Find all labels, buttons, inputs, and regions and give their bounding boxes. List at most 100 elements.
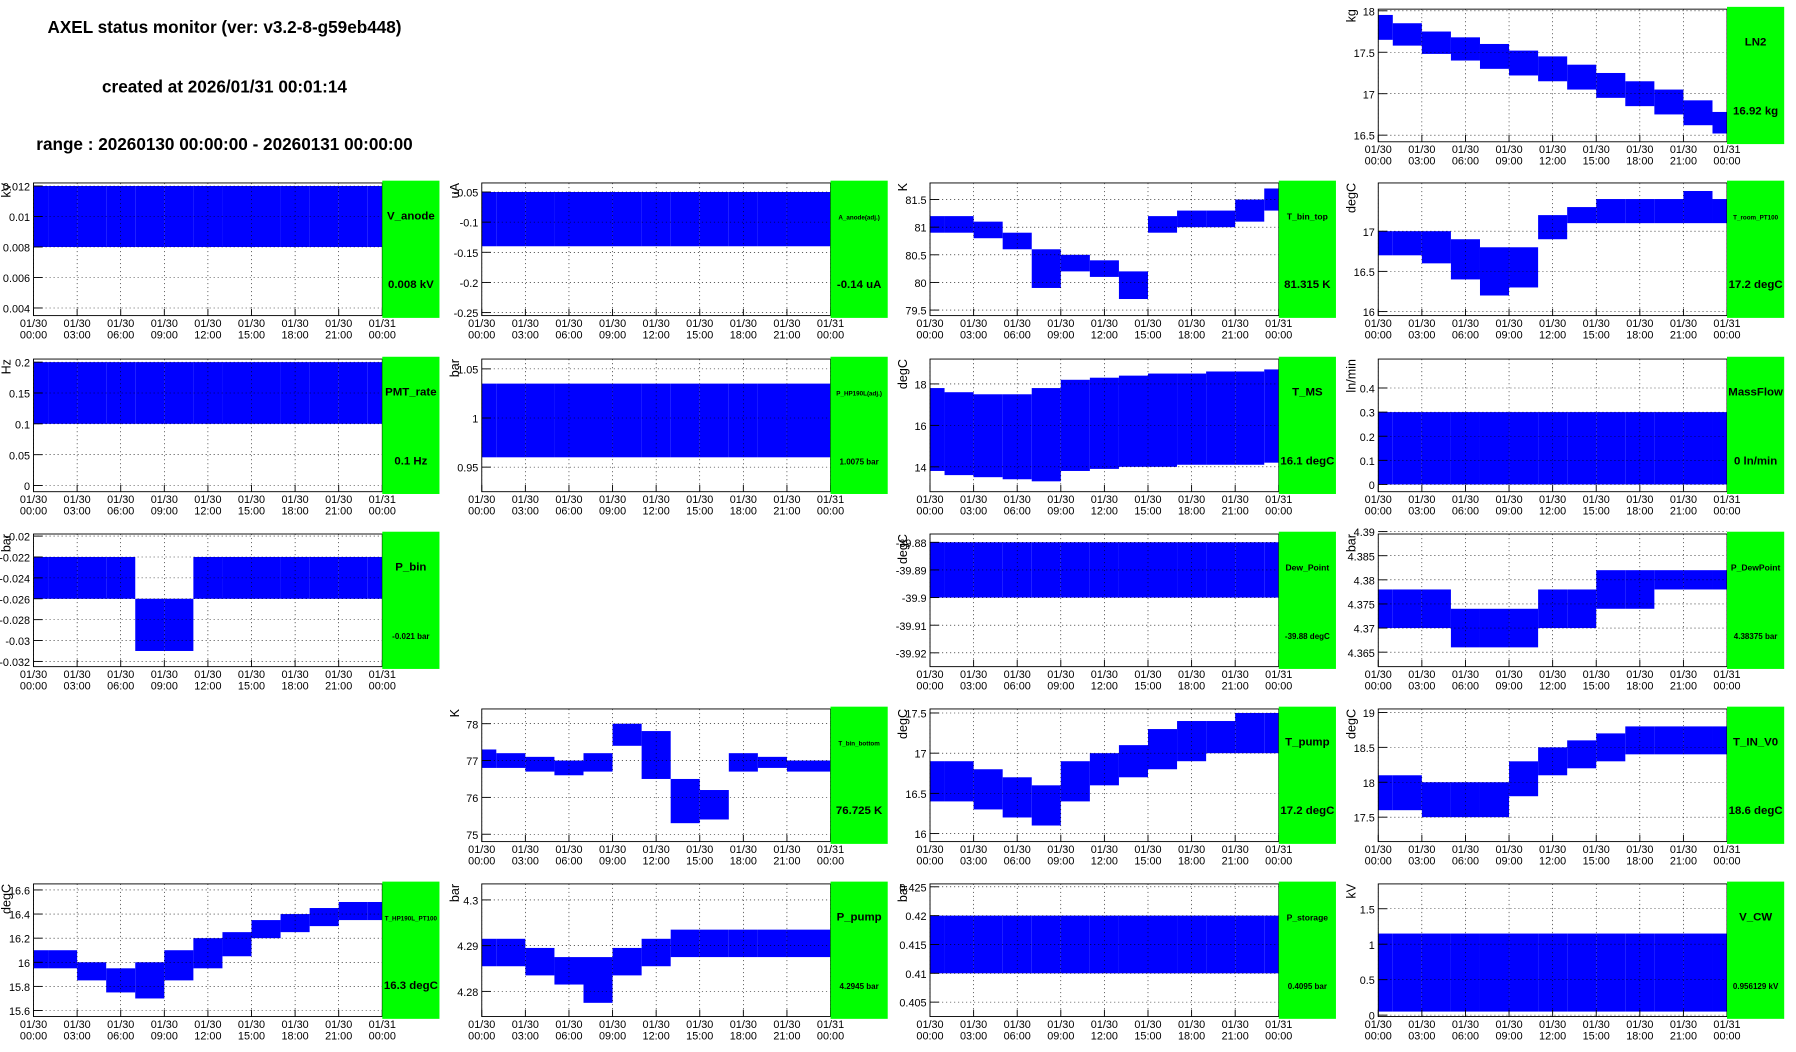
status-name: V_anode: [387, 211, 435, 223]
y-tick-label: -0.2: [460, 278, 479, 290]
status-box: [830, 706, 888, 844]
y-tick-label: 0.4: [1360, 384, 1375, 396]
data-band: [1264, 542, 1279, 598]
data-band: [164, 186, 194, 247]
status-value: -0.021 bar: [392, 632, 429, 641]
y-tick-label: 16.6: [9, 886, 30, 898]
x-tick-label: 01/30 15:00: [1583, 494, 1610, 517]
x-tick-label: 01/30 06:00: [555, 844, 582, 867]
data-band: [280, 556, 310, 599]
data-band: [1712, 199, 1728, 224]
y-tick-label: 0.42: [905, 911, 926, 923]
data-band: [1378, 231, 1393, 256]
y-tick-label: 0.1: [15, 419, 30, 431]
y-tick-label: 16: [18, 958, 30, 970]
data-band: [699, 790, 729, 820]
status-name: T_MS: [1292, 387, 1323, 399]
x-tick-label: 01/30 03:00: [64, 1019, 91, 1042]
data-band: [1264, 188, 1279, 211]
data-band: [496, 192, 526, 247]
data-band: [481, 749, 497, 768]
data-band: [1118, 915, 1148, 974]
panel: 16 16.5 17 01/30 00:00 01/30 03:00 01/30 06:00 01…: [1344, 180, 1785, 341]
x-tick-label: 01/30 00:00: [468, 318, 495, 341]
x-tick-label: 01/30 09:00: [599, 318, 626, 341]
x-tick-label: 01/30 00:00: [468, 1019, 495, 1042]
data-band: [1118, 375, 1148, 467]
panel: -0.032 -0.03 -0.028 -0.026 -0.024 -0.022 -0.02…: [0, 532, 440, 693]
data-band: [135, 598, 165, 651]
x-tick-label: 01/30 15:00: [1134, 1019, 1161, 1042]
status-value: 0.956129 kV: [1733, 982, 1779, 991]
data-band: [222, 186, 252, 247]
data-band: [670, 192, 700, 247]
status-value: 4.38375 bar: [1734, 632, 1778, 641]
y-axis-label: kV: [1344, 883, 1358, 898]
x-tick-label: 01/30 06:00: [555, 318, 582, 341]
data-band: [1509, 761, 1539, 797]
y-tick-label: 0.1: [1360, 456, 1375, 468]
x-tick-label: 01/30 15:00: [238, 318, 265, 341]
data-band: [481, 938, 497, 967]
data-band: [367, 186, 383, 247]
x-tick-label: 01/30 00:00: [916, 494, 943, 517]
data-band: [1654, 89, 1684, 115]
x-tick-label: 01/30 00:00: [916, 844, 943, 867]
y-tick-label: 0.5: [1360, 975, 1375, 987]
y-axis-label: ln/min: [1344, 359, 1358, 393]
data-band: [280, 186, 310, 247]
x-tick-label: 01/30 03:00: [1408, 318, 1435, 341]
data-band: [930, 216, 945, 233]
x-tick-label: 01/31 00:00: [1265, 669, 1292, 692]
panel: 4.365 4.37 4.375 4.38 4.385 4.39 01/30 00:00 01/…: [1344, 527, 1785, 693]
x-tick-label: 01/30 21:00: [325, 494, 352, 517]
x-tick-label: 01/31 00:00: [1713, 494, 1740, 517]
data-band: [816, 192, 831, 247]
x-tick-label: 01/30 03:00: [512, 1019, 539, 1042]
data-band: [1421, 589, 1451, 629]
data-band: [1421, 782, 1451, 818]
x-tick-label: 01/30 09:00: [1495, 318, 1522, 341]
y-tick-label: 15.8: [9, 982, 30, 994]
y-tick-label: -39.91: [896, 621, 927, 633]
y-tick-label: -0.024: [0, 573, 30, 585]
data-band: [338, 901, 368, 921]
data-band: [944, 392, 974, 476]
x-tick-label: 01/30 18:00: [1178, 318, 1205, 341]
x-tick-label: 01/30 15:00: [686, 494, 713, 517]
data-band: [1683, 100, 1713, 126]
x-tick-label: 01/30 03:00: [960, 318, 987, 341]
y-tick-label: 4.375: [1348, 600, 1375, 612]
x-tick-label: 01/30 18:00: [730, 494, 757, 517]
x-tick-label: 01/30 06:00: [555, 1019, 582, 1042]
data-band: [641, 383, 671, 458]
data-band: [1177, 542, 1207, 598]
y-axis-label: kg: [1344, 9, 1358, 22]
data-band: [1060, 542, 1090, 598]
x-tick-label: 01/30 03:00: [512, 318, 539, 341]
x-tick-label: 01/30 09:00: [599, 844, 626, 867]
x-tick-label: 01/30 06:00: [1452, 1019, 1479, 1042]
y-tick-label: 18.5: [1354, 743, 1375, 755]
x-tick-label: 01/30 21:00: [773, 494, 800, 517]
panel: -0.25 -0.2 -0.15 -0.1 -0.05 01/30 00:00 01/30 03…: [448, 180, 888, 341]
data-band: [930, 761, 945, 802]
data-band: [1479, 412, 1510, 485]
status-name: PMT_rate: [385, 387, 436, 399]
y-tick-label: -0.03: [5, 636, 30, 648]
data-band: [583, 383, 613, 458]
status-box: [1278, 881, 1336, 1019]
x-tick-label: 01/30 18:00: [282, 318, 309, 341]
status-box: [830, 356, 888, 494]
status-name: P_bin: [395, 562, 426, 574]
data-band: [1596, 199, 1626, 224]
data-band: [1118, 271, 1148, 300]
y-tick-label: 4.385: [1348, 551, 1375, 563]
x-tick-label: 01/31 00:00: [1713, 669, 1740, 692]
data-band: [699, 383, 729, 458]
y-tick-label: 16.5: [1354, 131, 1375, 143]
data-band: [786, 383, 817, 458]
x-tick-label: 01/31 00:00: [817, 318, 844, 341]
status-box: [1727, 180, 1785, 318]
